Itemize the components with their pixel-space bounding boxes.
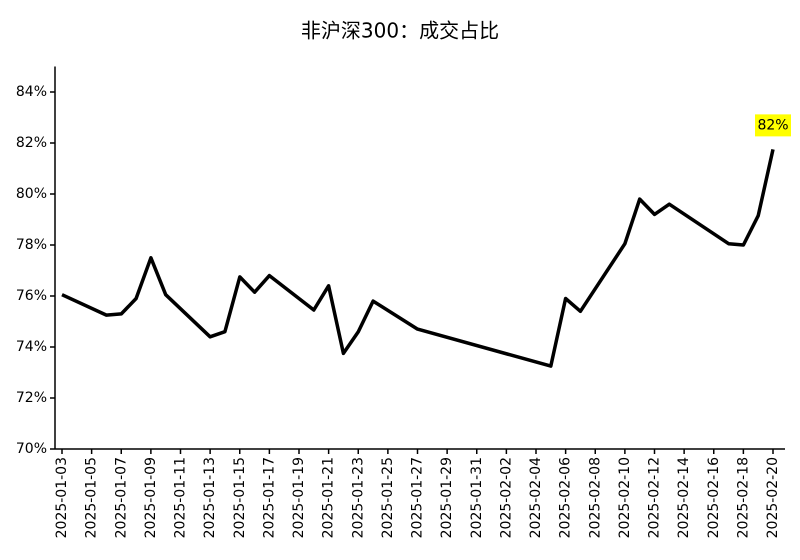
x-tick-label: 2025-01-15	[232, 457, 248, 538]
y-tick-label: 80%	[16, 186, 47, 202]
x-tick-label: 2025-02-14	[676, 457, 692, 538]
y-tick-label: 74%	[16, 339, 47, 355]
y-tick-label: 84%	[16, 84, 47, 100]
value-label-bg	[755, 114, 791, 137]
x-tick-label: 2025-01-31	[469, 457, 485, 538]
value-label: 82%	[757, 117, 788, 133]
x-tick-label: 2025-01-27	[410, 457, 426, 538]
x-tick-label: 2025-02-20	[765, 457, 781, 538]
x-tick-label: 2025-01-05	[84, 457, 100, 538]
x-tick-label: 2025-02-16	[706, 457, 722, 538]
x-tick-label: 2025-02-12	[647, 457, 663, 538]
x-tick-label: 2025-01-29	[439, 457, 455, 538]
x-tick-label: 2025-01-25	[380, 457, 396, 538]
x-tick-label: 2025-01-17	[261, 457, 277, 538]
x-tick-label: 2025-02-08	[587, 457, 603, 538]
x-tick-label: 2025-01-13	[202, 457, 218, 538]
x-tick-label: 2025-02-10	[617, 457, 633, 538]
x-tick-label: 2025-02-04	[528, 457, 544, 538]
x-tick-label: 2025-01-03	[54, 457, 70, 538]
x-tick-label: 2025-01-07	[113, 457, 129, 538]
chart-title: 非沪深300：成交占比	[301, 19, 499, 43]
x-tick-label: 2025-02-18	[735, 457, 751, 538]
x-tick-label: 2025-01-23	[350, 457, 366, 538]
x-tick-label: 2025-02-06	[558, 457, 574, 538]
y-tick-label: 72%	[16, 390, 47, 406]
x-tick-label: 2025-02-02	[498, 457, 514, 538]
y-tick-label: 76%	[16, 288, 47, 304]
line	[61, 149, 775, 368]
y-tick-label: 70%	[16, 441, 47, 457]
x-tick-label: 2025-01-09	[143, 457, 159, 538]
x-tick-label: 2025-01-21	[321, 457, 337, 538]
x-tick-label: 2025-01-19	[291, 457, 307, 538]
x-tick-label: 2025-01-11	[173, 457, 189, 538]
y-tick-label: 78%	[16, 237, 47, 253]
y-tick-label: 82%	[16, 135, 47, 151]
